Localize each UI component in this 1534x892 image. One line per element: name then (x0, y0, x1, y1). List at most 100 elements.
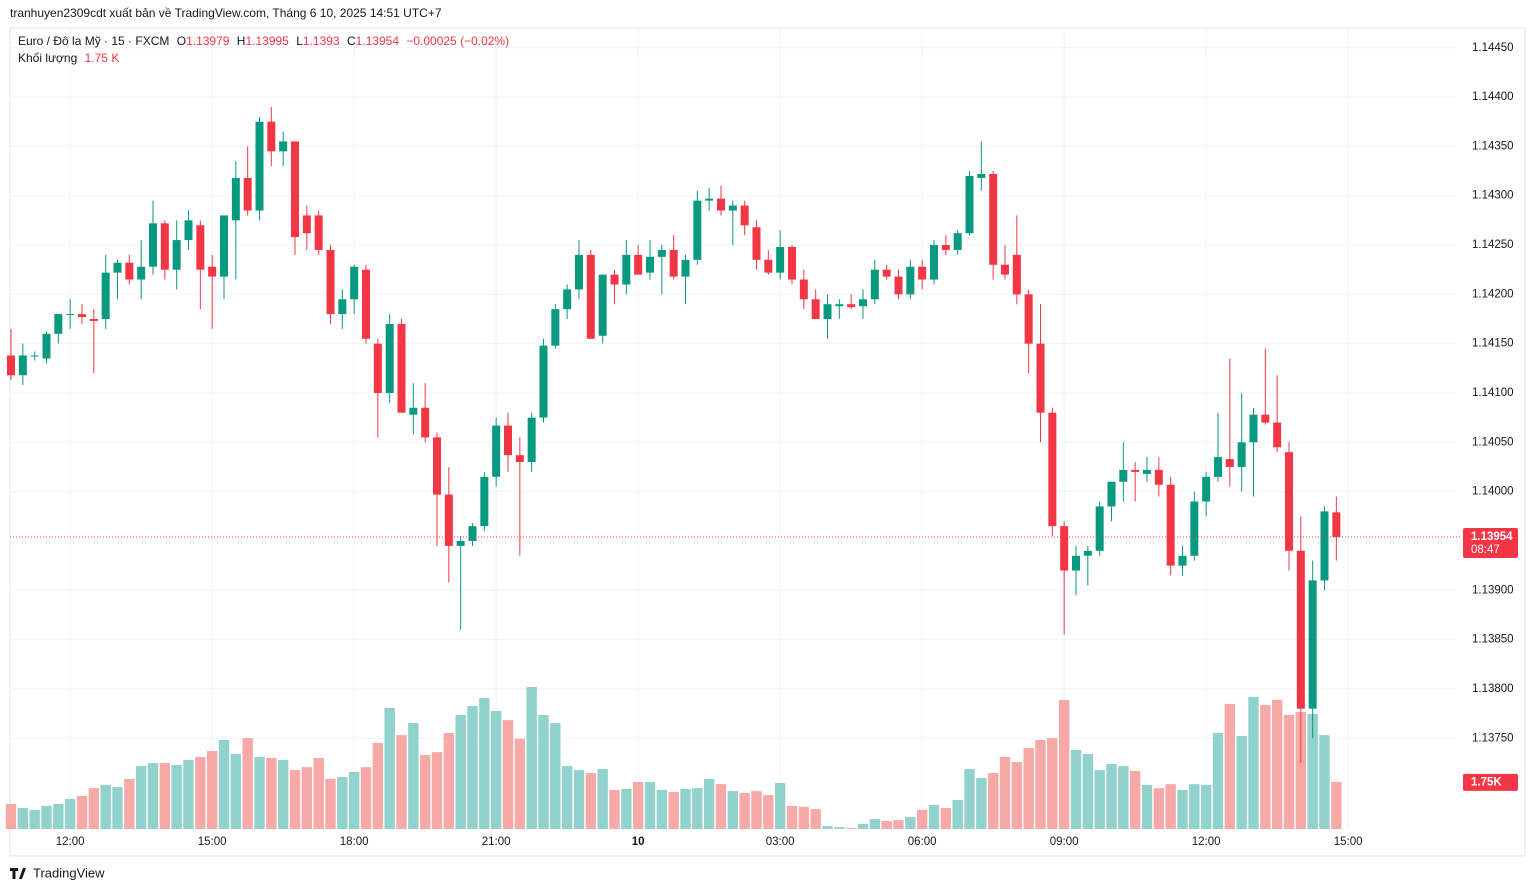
candle-body (894, 276, 903, 295)
volume-bar (289, 770, 301, 829)
candle-body (373, 343, 382, 393)
y-tick-label: 1.14350 (1472, 140, 1514, 152)
candle-body (1308, 580, 1317, 709)
volume-bar (715, 784, 727, 829)
volume-legend: Khối lượng 1.75 K (18, 51, 119, 65)
candle-body (160, 223, 169, 270)
x-tick-label: 12:00 (56, 836, 85, 848)
countdown: 08:47 (1471, 544, 1500, 556)
ohlc-letter: L (296, 34, 303, 48)
volume-bar (526, 687, 537, 829)
volume-bar (774, 783, 786, 829)
candle-body (740, 205, 749, 226)
header-text: tranhuyen2309cdt xuất bản về TradingView… (10, 6, 442, 20)
volume-bar (1200, 784, 1212, 829)
candle-body (1213, 457, 1222, 477)
volume-bar (561, 766, 573, 829)
candle-body (361, 269, 370, 339)
candle-body (1273, 422, 1282, 448)
volume-bar (230, 753, 242, 829)
candle-body (1284, 452, 1293, 551)
candle-body (148, 223, 157, 267)
candle-body (847, 304, 856, 308)
candle-body (267, 121, 276, 152)
candle-body (409, 407, 418, 415)
ohlc-value: 1.13954 (356, 34, 400, 48)
candle-body (693, 200, 702, 260)
candle-body (302, 215, 311, 234)
candle-body (586, 254, 595, 339)
volume-bar (763, 795, 774, 829)
candle-body (1024, 294, 1033, 344)
candle-body (338, 299, 347, 315)
volume-bar (952, 799, 963, 829)
volume-bar (124, 778, 135, 829)
candle-body (1154, 469, 1163, 485)
volume-bar (680, 788, 691, 829)
volume-bar (609, 790, 620, 829)
x-tick-label: 10 (632, 836, 645, 848)
volume-bar (5, 803, 17, 829)
candle-body (941, 245, 950, 250)
candle-body (1202, 476, 1211, 502)
volume-bar (1035, 739, 1046, 829)
volume-bar (17, 808, 29, 829)
candle-body (1107, 481, 1116, 507)
candle-body (835, 304, 844, 307)
volume-bar (1141, 784, 1153, 829)
candle-body (681, 259, 690, 277)
volume-bar (159, 763, 171, 829)
ohlc-letter: O (177, 34, 186, 48)
logo-icon (10, 868, 26, 879)
volume-bar (573, 770, 585, 829)
candle-body (89, 319, 98, 321)
volume-bar (1331, 781, 1342, 829)
candle-body (290, 141, 299, 238)
candle-body (823, 304, 832, 320)
candle-body (184, 220, 193, 241)
volume-bar (834, 827, 845, 829)
y-tick-label: 1.13850 (1472, 634, 1514, 646)
footer-text: TradingView (33, 865, 105, 880)
candle-body (563, 289, 572, 310)
candle-body (610, 274, 619, 285)
volume-bar (893, 820, 904, 829)
volume-bar (242, 738, 253, 829)
candle-body (42, 333, 51, 359)
ohlc-value: 1.13979 (186, 34, 230, 48)
candle-body (231, 177, 240, 221)
volume-bar (1153, 788, 1165, 829)
volume-bar (1212, 732, 1224, 829)
candle-body (1071, 555, 1080, 571)
volume-bar (1224, 703, 1236, 829)
volume-bar (171, 764, 182, 829)
volume-bar (1129, 770, 1141, 829)
volume-pane (5, 687, 1342, 829)
candle-body (657, 249, 666, 257)
volume-bar (644, 781, 656, 829)
volume-bar (632, 781, 644, 829)
volume-bar (727, 791, 739, 829)
change: −0.00025 (−0.02%) (406, 34, 509, 48)
candle-body (1296, 550, 1305, 709)
candle-body (113, 262, 122, 273)
volume-bar (668, 791, 679, 829)
volume-bar (313, 758, 324, 829)
volume-bar (502, 720, 514, 829)
volume-bar (218, 739, 230, 829)
candle-body (776, 246, 785, 273)
volume-bar (538, 714, 549, 829)
volume-bar (479, 698, 490, 829)
volume-bar (964, 769, 975, 829)
volume-bar (467, 706, 478, 829)
volume-bar (29, 809, 40, 829)
volume-bar (183, 759, 194, 829)
candle-body (1060, 526, 1069, 571)
candle-body (574, 254, 583, 290)
y-tick-label: 1.14100 (1472, 387, 1514, 399)
candle-body (1131, 469, 1140, 472)
volume-bar (135, 766, 147, 829)
volume-bar (550, 723, 561, 829)
volume-bar (585, 773, 597, 829)
ohlc-value: 1.1393 (303, 34, 340, 48)
